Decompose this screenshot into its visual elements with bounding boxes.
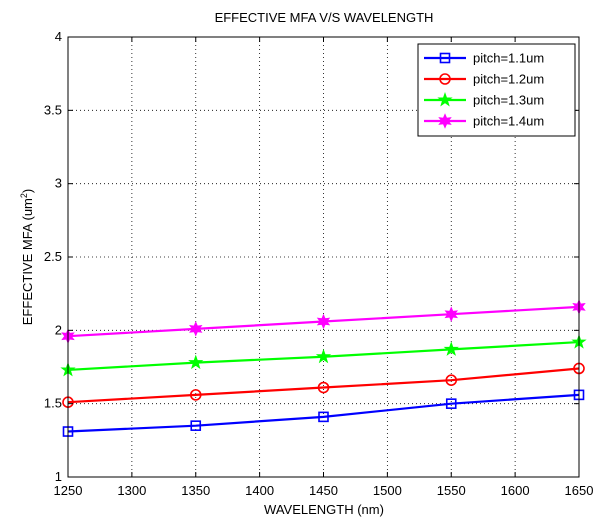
legend-item: pitch=1.1um	[424, 51, 544, 66]
legend-marker	[437, 91, 453, 107]
y-axis-title: EFFECTIVE MFA (um2)	[19, 189, 35, 325]
legend-label: pitch=1.3um	[473, 93, 544, 108]
x-tick-label: 1550	[437, 483, 466, 498]
tick-labels: 1250 1300 1350 1400 1450 1500 1550 1600 1650 1 1.5…	[44, 29, 594, 498]
legend-label: pitch=1.1um	[473, 51, 544, 66]
series-line	[67, 393, 580, 433]
x-tick-label: 1600	[501, 483, 530, 498]
legend-marker	[438, 113, 452, 129]
legend-label: pitch=1.4um	[473, 114, 544, 129]
chart-title: EFFECTIVE MFA V/S WAVELENGTH	[215, 10, 434, 25]
data-point	[444, 306, 458, 322]
data-point	[318, 411, 329, 423]
y-tick-label: 2.5	[44, 249, 62, 264]
series-line	[67, 367, 580, 404]
legend-item: pitch=1.2um	[424, 72, 544, 87]
y-tick-label: 2	[55, 322, 62, 337]
data-point	[189, 389, 202, 401]
y-tick-label: 1.5	[44, 396, 62, 411]
x-axis-title: WAVELENGTH (nm)	[264, 502, 384, 517]
x-tick-label: 1400	[245, 483, 274, 498]
data-point	[445, 398, 457, 409]
x-tick-label: 1450	[309, 483, 338, 498]
x-tick-label: 1650	[565, 483, 594, 498]
y-tick-label: 4	[55, 29, 62, 44]
x-tick-label: 1300	[117, 483, 146, 498]
y-tick-label: 3	[55, 176, 62, 191]
y-tick-label: 3.5	[44, 102, 62, 117]
legend-item: pitch=1.3um	[424, 91, 544, 108]
data-point	[316, 313, 331, 330]
legend: pitch=1.1um pitch=1.2um pitch=1.3um pitch=1…	[417, 43, 576, 137]
y-tick-label: 1	[55, 469, 62, 484]
grid	[68, 37, 579, 477]
data-point	[445, 374, 458, 387]
data-point	[317, 381, 330, 394]
data-point	[188, 354, 204, 370]
x-tick-label: 1500	[373, 483, 402, 498]
legend-marker	[439, 52, 451, 64]
x-tick-label: 1350	[181, 483, 210, 498]
x-tick-label: 1250	[54, 483, 83, 498]
legend-item: pitch=1.4um	[424, 113, 544, 129]
data-point	[315, 348, 332, 364]
data-point	[189, 321, 203, 337]
legend-marker	[439, 73, 451, 85]
data-point	[443, 341, 459, 356]
legend-label: pitch=1.2um	[473, 72, 544, 87]
data-point	[190, 420, 202, 431]
ticks	[67, 36, 580, 478]
